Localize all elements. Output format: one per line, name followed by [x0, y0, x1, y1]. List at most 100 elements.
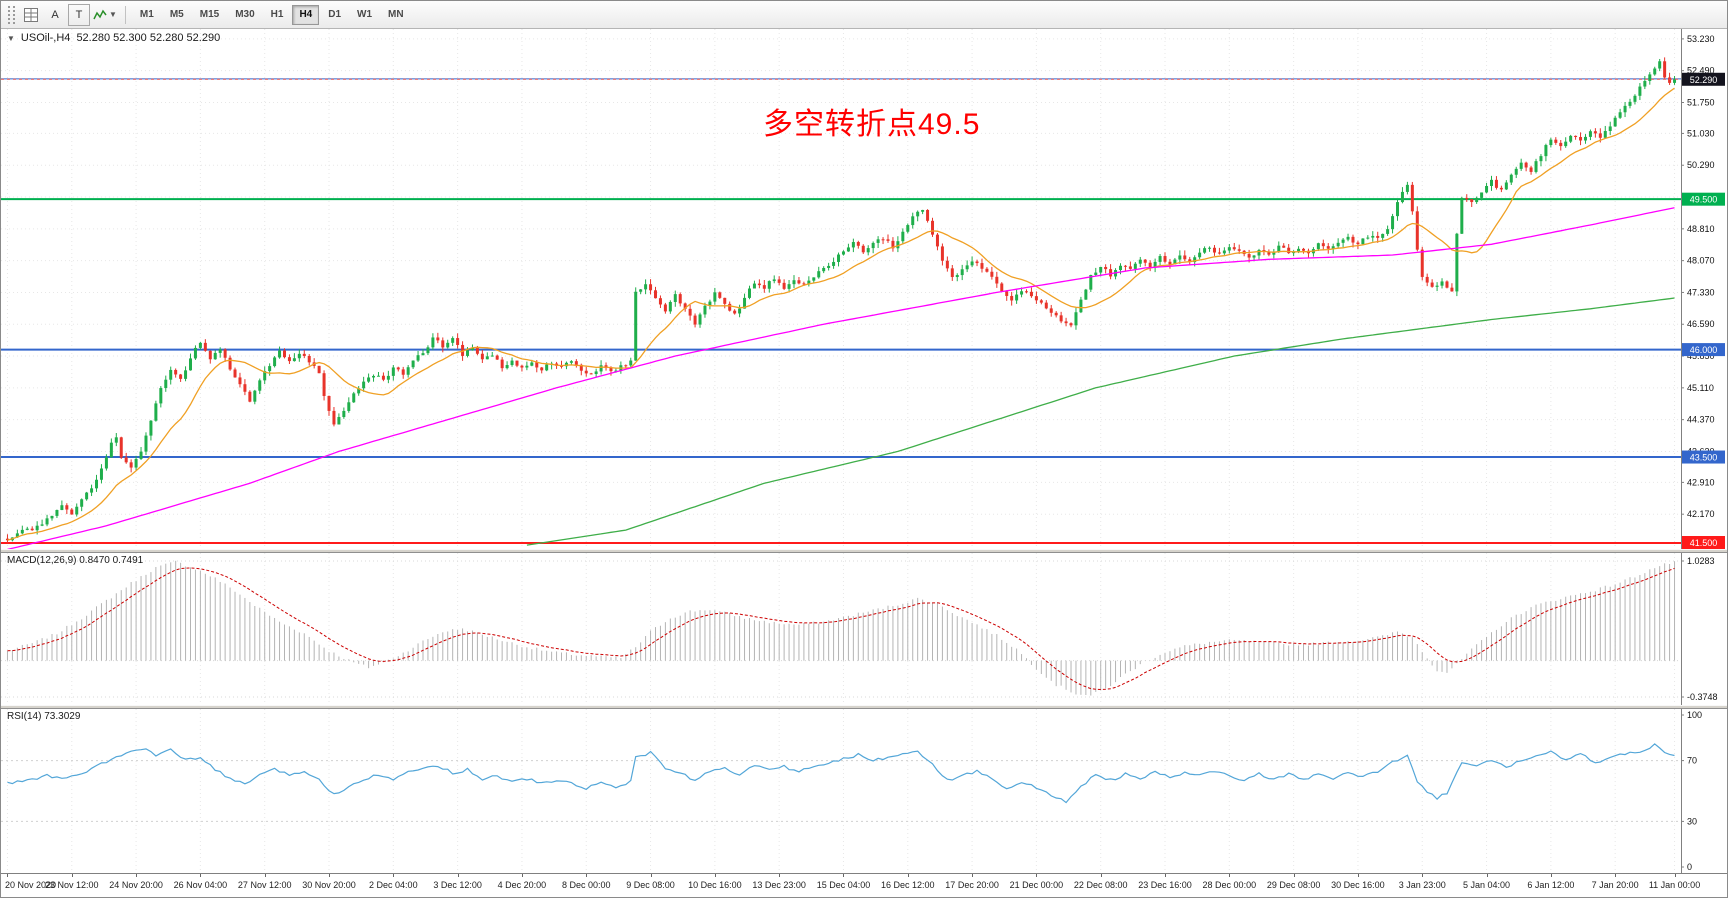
candle-body — [886, 239, 890, 241]
time-axis-label: 3 Dec 12:00 — [433, 880, 482, 890]
chart-grid-icon — [24, 7, 38, 22]
candle-body — [228, 357, 232, 370]
timeframe-toolbar: M1 M5 M15 M30 H1 H4 D1 W1 MN — [132, 4, 412, 25]
candle-body — [965, 265, 969, 270]
candle-body — [159, 388, 163, 404]
timeframe-h4-button[interactable]: H4 — [292, 4, 320, 25]
candle-body — [85, 492, 89, 500]
time-axis-label: 29 Dec 08:00 — [1266, 880, 1321, 890]
indicators-dropdown-button[interactable]: ▼ — [92, 4, 118, 26]
price-tick-label: 46.590 — [1687, 319, 1715, 329]
time-axis-tick — [329, 874, 330, 877]
candle-body — [1044, 302, 1048, 309]
candle-body — [678, 294, 682, 304]
candle-body — [352, 393, 356, 403]
candle-body — [5, 538, 9, 541]
ma-slow-line — [526, 297, 1675, 546]
time-axis[interactable]: 20 Nov 2020 23 Nov 12:00 24 Nov 20:00 26 No… — [1, 873, 1727, 897]
time-axis-tick — [457, 874, 459, 877]
candle-body — [1381, 233, 1385, 238]
candle-body — [1524, 162, 1528, 168]
candle-body — [119, 437, 123, 458]
price-badge: 43.500 — [1682, 450, 1725, 464]
candle-body — [569, 361, 573, 363]
candle-body — [258, 380, 262, 391]
time-axis-tick — [1229, 874, 1231, 877]
candle-body — [1420, 249, 1424, 277]
candle-body — [1361, 238, 1365, 245]
price-tick-label: 50.290 — [1687, 160, 1715, 170]
timeframe-m15-button[interactable]: M15 — [193, 5, 226, 25]
candle-body — [1010, 295, 1014, 301]
macd-chart[interactable]: 1.0283 -0.3748 — [1, 553, 1727, 705]
candle-body — [1569, 135, 1573, 142]
candle-body — [362, 381, 366, 389]
rsi-chart[interactable]: 100 70 30 0 — [1, 709, 1727, 873]
candle-body — [728, 303, 732, 311]
candle-body — [480, 353, 484, 360]
panel-splitter[interactable] — [1, 549, 1727, 553]
main-chart[interactable]: 53.23052.49051.75051.03050.29049.55048.8… — [1, 29, 1727, 549]
candle-body — [1094, 272, 1098, 275]
panel-splitter[interactable] — [1, 705, 1727, 709]
candle-body — [302, 353, 306, 356]
candle-body — [624, 365, 628, 367]
text-tool-button[interactable]: T — [68, 3, 90, 26]
collapse-arrow-icon[interactable]: ▼ — [7, 33, 15, 43]
cursor-tool-label: A — [51, 8, 59, 21]
toolbar-separator — [124, 5, 126, 24]
macd-panel: 1.0283 -0.3748 MACD(12,26,9) 0.8470 0.749… — [1, 553, 1727, 705]
candle-body — [1099, 266, 1103, 273]
candle-body — [1583, 136, 1587, 141]
toolbar-grip[interactable] — [8, 5, 15, 24]
candle-body — [55, 510, 59, 516]
candle-body — [861, 245, 865, 253]
candle-body — [218, 349, 222, 353]
candle-body — [921, 209, 925, 212]
timeframe-mn-button[interactable]: MN — [381, 5, 411, 25]
candle-body — [1163, 256, 1167, 262]
price-tick-label: 48.070 — [1687, 256, 1715, 266]
candle-body — [90, 488, 94, 493]
price-tick-label: 48.810 — [1687, 224, 1715, 234]
candle-body — [446, 342, 450, 348]
candle-body — [456, 338, 460, 345]
timeframe-h1-button[interactable]: H1 — [264, 5, 291, 25]
candle-body — [307, 355, 311, 363]
candle-body — [1544, 145, 1548, 157]
time-axis-tick — [1036, 874, 1038, 877]
macd-header: MACD(12,26,9) 0.8470 0.7491 — [7, 555, 143, 566]
timeframe-m5-button[interactable]: M5 — [163, 5, 191, 25]
candle-body — [995, 276, 999, 284]
macd-scale-label: -0.3748 — [1687, 692, 1718, 702]
candle-body — [485, 356, 489, 360]
candle-body — [1297, 248, 1301, 252]
candle-body — [466, 350, 470, 356]
candle-body — [1445, 281, 1449, 288]
timeframe-m1-button[interactable]: M1 — [133, 5, 161, 25]
candle-body — [1470, 199, 1474, 203]
timeframe-w1-button[interactable]: W1 — [350, 5, 379, 25]
candle-body — [837, 254, 841, 262]
candle-body — [75, 506, 79, 515]
timeframe-m30-button[interactable]: M30 — [228, 5, 261, 25]
candle-body — [1653, 68, 1657, 75]
candle-body — [376, 375, 380, 377]
candle-body — [95, 479, 99, 489]
candle-body — [391, 367, 395, 376]
time-axis-tick — [1165, 874, 1166, 877]
candle-body — [1020, 291, 1024, 295]
candle-body — [812, 277, 816, 281]
candle-body — [1549, 139, 1553, 146]
candle-body — [1588, 131, 1592, 137]
cursor-tool-button[interactable]: A — [44, 4, 66, 26]
timeframe-d1-button[interactable]: D1 — [321, 5, 348, 25]
candle-body — [1316, 243, 1320, 250]
candle-body — [846, 247, 850, 252]
candle-body — [713, 292, 717, 302]
chart-window-button[interactable] — [20, 4, 42, 26]
candle-body — [297, 353, 301, 359]
rsi-header: RSI(14) 73.3029 — [7, 711, 80, 722]
candle-body — [574, 361, 578, 365]
time-axis-label: 11 Jan 00:00 — [1648, 880, 1701, 890]
